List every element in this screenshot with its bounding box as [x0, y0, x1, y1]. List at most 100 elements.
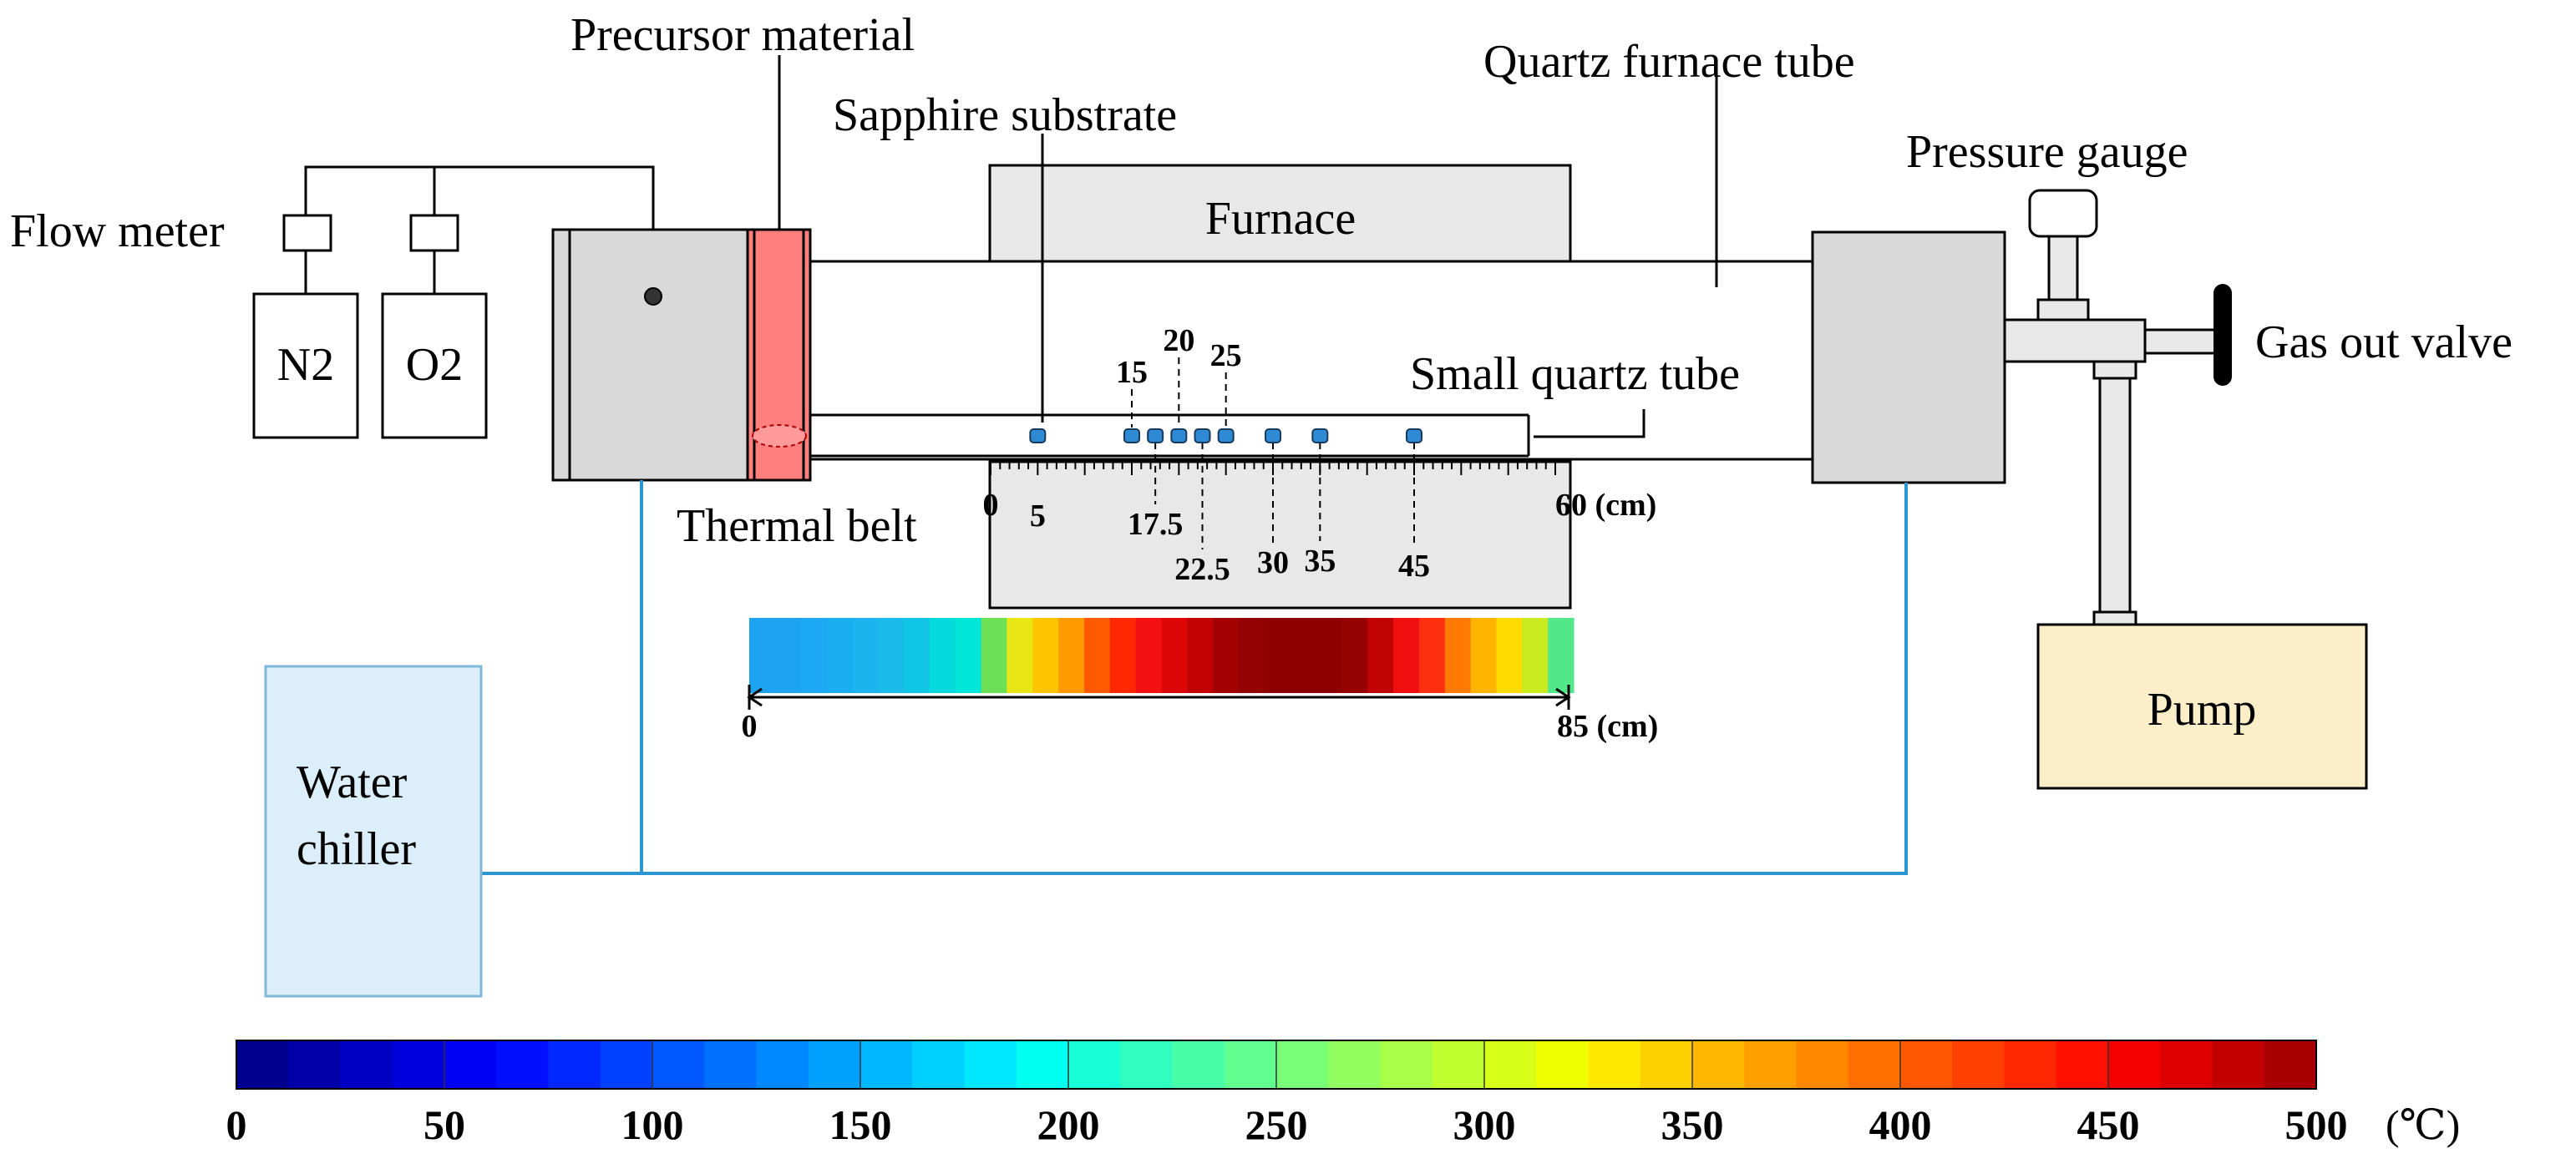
- profile-segment: [826, 618, 853, 693]
- colorbar-segment: [1900, 1040, 1953, 1089]
- water-chiller-label-line1: Water: [297, 757, 408, 808]
- colorbar-segment: [1952, 1040, 2006, 1089]
- profile-segment: [929, 618, 956, 693]
- substrate-position-5: 5: [1030, 498, 1046, 534]
- substrate-25: [1217, 428, 1235, 443]
- profile-segment: [1058, 618, 1085, 693]
- profile-segment: [1393, 618, 1420, 693]
- gas-out-valve-handle: [2213, 284, 2232, 386]
- colorbar-segment: [496, 1040, 550, 1089]
- profile-segment: [800, 618, 828, 693]
- gas-bottle-o2: [381, 292, 488, 439]
- pump: [2036, 623, 2368, 790]
- left-flange: [551, 228, 755, 482]
- profile-segment: [1367, 618, 1394, 693]
- substrate-position-22.5: 22.5: [1174, 552, 1230, 587]
- substrate-position-45: 45: [1398, 549, 1430, 584]
- profile-segment: [1522, 618, 1549, 693]
- colorbar-segment: [1016, 1040, 1069, 1089]
- water-chiller-label-line2: chiller: [297, 823, 416, 875]
- colorbar-tick-450: 450: [2077, 1101, 2140, 1148]
- colorbar-segment: [288, 1040, 342, 1089]
- furnace-label: Furnace: [1205, 193, 1356, 245]
- pump-label: Pump: [2148, 684, 2257, 736]
- colorbar-tick-200: 200: [1037, 1101, 1100, 1148]
- profile-segment: [1316, 618, 1343, 693]
- substrate-position-30: 30: [1257, 545, 1289, 580]
- right-flange: [1811, 230, 2006, 484]
- colorbar-tick-100: 100: [621, 1101, 684, 1148]
- colorbar-tick-500: 500: [2285, 1101, 2348, 1148]
- profile-start-label: 0: [742, 709, 758, 744]
- leader-lines: [778, 55, 1718, 438]
- colorbar-unit: (℃): [2386, 1101, 2460, 1148]
- substrate-20: [1170, 428, 1188, 443]
- profile-segment: [1032, 618, 1059, 693]
- substrate-15: [1123, 428, 1140, 443]
- profile-segment: [1239, 618, 1265, 693]
- profile-segment: [904, 618, 931, 693]
- colorbar-segment: [444, 1040, 497, 1089]
- substrate-position-17.5: 17.5: [1128, 507, 1184, 542]
- colorbar-segment: [1692, 1040, 1745, 1089]
- substrate-45: [1406, 428, 1422, 443]
- colorbar-tick-400: 400: [1869, 1101, 1932, 1148]
- colorbar-segment: [1068, 1040, 1121, 1089]
- profile-segment: [1290, 618, 1317, 693]
- colorbar-tick-350: 350: [1661, 1101, 1724, 1148]
- cooling-loop: [481, 480, 1908, 875]
- profile-segment: [1264, 618, 1291, 693]
- precursor-material-label: Precursor material: [570, 9, 915, 61]
- small-quartz-tube: [810, 413, 1530, 458]
- substrate-position-20: 20: [1163, 323, 1194, 358]
- substrate-30: [1265, 428, 1281, 443]
- colorbar-segment: [1640, 1040, 1693, 1089]
- colorbar-tick-250: 250: [1245, 1101, 1308, 1148]
- profile-segment: [1161, 618, 1188, 693]
- profile-end-label: 85 (cm): [1557, 709, 1658, 744]
- profile-segment: [1548, 618, 1575, 693]
- gauge-base: [2036, 298, 2090, 321]
- colorbar-segment: [548, 1040, 601, 1089]
- substrate-35: [1311, 428, 1329, 443]
- profile-segment: [1109, 618, 1137, 693]
- colorbar-segment: [1432, 1040, 1485, 1089]
- colorbar-segment: [2212, 1040, 2265, 1089]
- pressure-gauge: [2028, 189, 2098, 238]
- colorbar-segment: [652, 1040, 705, 1089]
- colorbar-segment: [1276, 1040, 1329, 1089]
- substrate-5: [1029, 428, 1047, 443]
- colorbar-tick-labels: 0 50 100 150 200 250 300 350 400 450 500: [226, 1101, 2348, 1148]
- profile-segment: [852, 618, 879, 693]
- profile-span-arrow: [747, 685, 1571, 710]
- sapphire-substrate-label: Sapphire substrate: [833, 89, 1177, 141]
- colorbar-segment: [1796, 1040, 1849, 1089]
- furnace-top: [988, 164, 1572, 263]
- water-chiller: [264, 665, 483, 998]
- colorbar-segment: [2264, 1040, 2317, 1089]
- gas-bottle-n2: [252, 292, 359, 439]
- colorbar-segment: [392, 1040, 445, 1089]
- colorbar-segment: [340, 1040, 393, 1089]
- colorbar-segment: [704, 1040, 758, 1089]
- ruler-start-label: 0: [983, 488, 999, 523]
- profile-segment: [1135, 618, 1163, 693]
- colorbar-tick-300: 300: [1453, 1101, 1516, 1148]
- quartz-furnace-tube: [810, 260, 1813, 461]
- colorbar-segment: [1588, 1040, 1641, 1089]
- colorbar-segment: [808, 1040, 861, 1089]
- colorbar-segment: [1744, 1040, 1798, 1089]
- profile-segment: [774, 618, 802, 693]
- ruler-end-label: 60 (cm): [1555, 488, 1656, 523]
- pressure-gauge-label: Pressure gauge: [1906, 126, 2188, 178]
- colorbar-tick-0: 0: [226, 1101, 247, 1148]
- colorbar-segment: [236, 1040, 289, 1089]
- flow-meter-n2: [282, 214, 332, 252]
- sapphire-substrates: 5 15 17.5 20 22.5 25 30 35 45: [1029, 323, 1430, 587]
- profile-segment: [1444, 618, 1472, 693]
- flow-meter-o2: [409, 214, 459, 252]
- temperature-profile-bar: [749, 618, 1575, 693]
- profile-segment: [1213, 618, 1240, 693]
- colorbar-segment: [1224, 1040, 1277, 1089]
